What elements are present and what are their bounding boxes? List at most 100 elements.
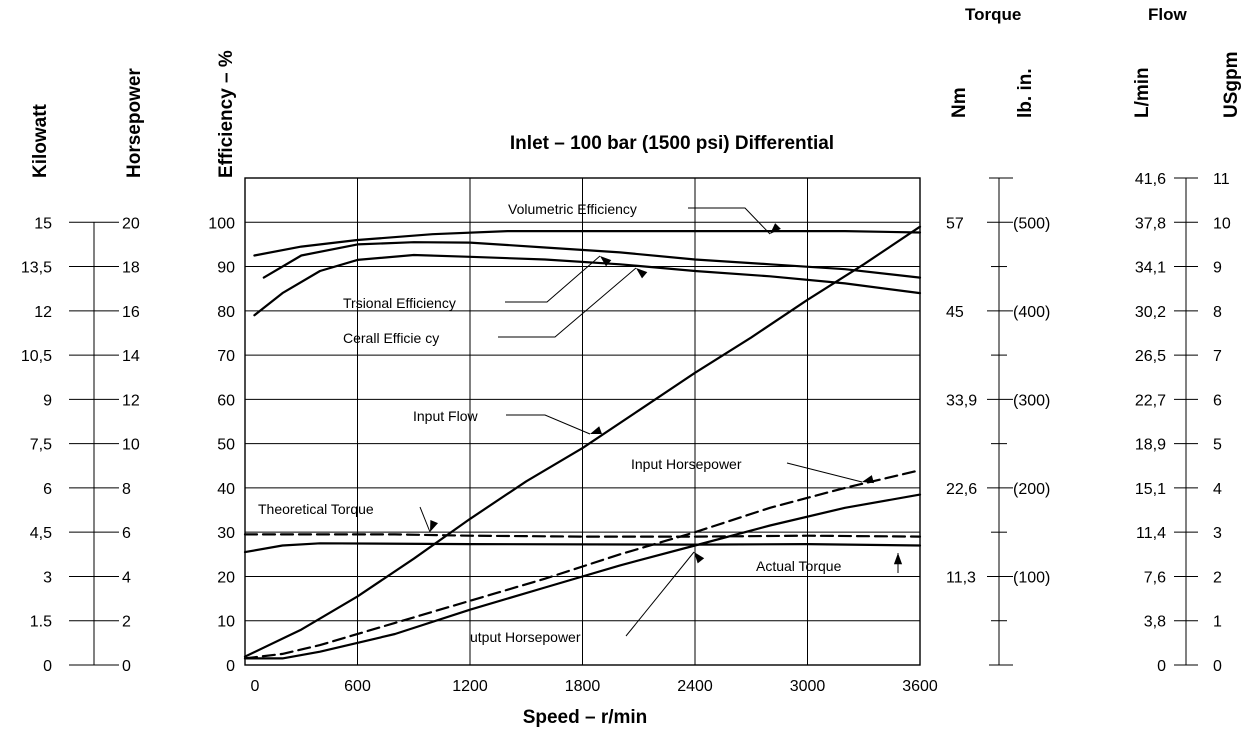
lmin-label: 30,2 <box>1135 304 1166 321</box>
y-tick-label: 100 <box>208 215 235 232</box>
input-flow-arrowhead <box>590 426 602 434</box>
actual-torque-arrowhead <box>893 553 903 565</box>
horsepower-label: 6 <box>122 525 131 542</box>
kilowatt-label: 15 <box>34 215 52 232</box>
lbin-label: (400) <box>1013 304 1050 321</box>
horsepower-label: 18 <box>122 260 140 277</box>
usgpm-label: 6 <box>1213 392 1222 409</box>
x-tick-label: 0 <box>251 678 260 695</box>
horsepower-label: 2 <box>122 614 131 631</box>
usgpm-label: 2 <box>1213 569 1222 586</box>
y-tick-label: 50 <box>217 437 235 454</box>
horsepower-label: 12 <box>122 392 140 409</box>
horsepower-label: 10 <box>122 437 140 454</box>
usgpm-scale-title: USgpm <box>1221 52 1242 119</box>
flow-header: Flow <box>1148 5 1187 24</box>
horsepower-label: 20 <box>122 215 140 232</box>
usgpm-label: 8 <box>1213 304 1222 321</box>
lbin-label: (200) <box>1013 481 1050 498</box>
lmin-label: 37,8 <box>1135 215 1166 232</box>
usgpm-label: 4 <box>1213 481 1222 498</box>
annotations: Volumetric Efficiency Trsional Efficiency… <box>258 201 903 645</box>
lmin-label: 15,1 <box>1135 481 1166 498</box>
overall-efficiency-arrowhead <box>636 268 648 279</box>
x-tick-label: 3000 <box>790 678 826 695</box>
volumetric-efficiency-label: Volumetric Efficiency <box>508 201 637 217</box>
lmin-label: 7,6 <box>1144 569 1166 586</box>
kilowatt-label: 12 <box>34 304 52 321</box>
kilowatt-label: 4,5 <box>30 525 52 542</box>
nm-scale-title: Nm <box>949 87 970 118</box>
overall-efficiency-line <box>253 253 922 317</box>
input-flow-leader <box>506 414 591 435</box>
y-tick-label: 0 <box>226 658 235 675</box>
input-flow-line <box>243 225 922 658</box>
usgpm-label: 0 <box>1213 658 1222 675</box>
lmin-label: 22,7 <box>1135 392 1166 409</box>
usgpm-label: 10 <box>1213 215 1231 232</box>
torsional-efficiency-arrowhead <box>600 256 612 267</box>
lbin-scale-title: lb. in. <box>1015 68 1036 118</box>
actual-torque-label: Actual Torque <box>756 558 842 574</box>
theoretical-torque-leader <box>419 506 431 533</box>
actual-torque-line <box>243 542 922 554</box>
input-flow-label: Input Flow <box>413 408 478 424</box>
input-horsepower-leader <box>786 462 863 483</box>
usgpm-label: 11 <box>1213 171 1230 188</box>
volumetric-efficiency-line <box>253 230 922 257</box>
lbin-label: (100) <box>1013 569 1050 586</box>
nm-label: 33,9 <box>946 392 977 409</box>
lmin-label: 11,4 <box>1136 525 1166 542</box>
usgpm-label: 7 <box>1213 348 1222 365</box>
torsional-efficiency-label: Trsional Efficiency <box>343 295 456 311</box>
usgpm-label: 1 <box>1213 614 1222 631</box>
torsional-efficiency-line <box>262 241 922 279</box>
y-axis-label: Efficiency – % <box>216 50 237 178</box>
kilowatt-label: 10,5 <box>21 348 52 365</box>
horsepower-label: 16 <box>122 304 140 321</box>
x-tick-label: 600 <box>344 678 371 695</box>
input-horsepower-arrowhead <box>862 475 874 484</box>
nm-label: 45 <box>946 304 964 321</box>
y-tick-label: 90 <box>217 260 235 277</box>
kilowatt-label: 6 <box>43 481 52 498</box>
volumetric-efficiency-arrowhead <box>770 223 781 234</box>
kilowatt-label: 7,5 <box>30 437 52 454</box>
y-tick-label: 10 <box>217 614 235 631</box>
horsepower-label: 4 <box>122 569 131 586</box>
y-tick-label: 60 <box>217 392 235 409</box>
x-tick-label: 1200 <box>452 678 488 695</box>
theoretical-torque-line <box>243 533 922 538</box>
lmin-scale-title: L/min <box>1132 67 1153 118</box>
nm-label: 11,3 <box>946 569 976 586</box>
kilowatt-label: 9 <box>43 392 52 409</box>
nm-label: 57 <box>946 215 964 232</box>
lmin-label: 18,9 <box>1135 437 1166 454</box>
theoretical-torque-label: Theoretical Torque <box>258 501 374 517</box>
horsepower-scale-title: Horsepower <box>124 68 145 178</box>
kilowatt-label: 0 <box>43 658 52 675</box>
input-horsepower-label: Input Horsepower <box>631 456 742 472</box>
torque-header: Torque <box>965 5 1021 24</box>
y-tick-label: 40 <box>217 481 235 498</box>
output-horsepower-line <box>243 493 922 660</box>
lmin-label: 41,6 <box>1135 171 1166 188</box>
kilowatt-scale-title: Kilowatt <box>30 103 51 178</box>
nm-label: 22,6 <box>946 481 977 498</box>
y-tick-label: 20 <box>217 569 235 586</box>
output-horsepower-leader <box>625 551 695 637</box>
y-tick-label: 80 <box>217 304 235 321</box>
input-horsepower-line <box>243 469 922 660</box>
secondary-scales: 01.534,567,5910,51213,515024681012141618… <box>21 171 1231 675</box>
horsepower-label: 14 <box>122 348 140 365</box>
y-tick-label: 30 <box>217 525 235 542</box>
usgpm-label: 3 <box>1213 525 1222 542</box>
lbin-label: (300) <box>1013 392 1050 409</box>
x-tick-label: 2400 <box>677 678 713 695</box>
plot-area: 0 600 1200 1800 2400 3000 3600 0 10 20 30 40 50 60 70 8… <box>208 177 938 695</box>
overall-efficiency-label: Cerall Efficie cy <box>343 330 439 346</box>
usgpm-label: 9 <box>1213 260 1222 277</box>
theoretical-torque-arrowhead <box>430 520 438 532</box>
horsepower-label: 0 <box>122 658 131 675</box>
kilowatt-label: 13,5 <box>21 260 52 277</box>
